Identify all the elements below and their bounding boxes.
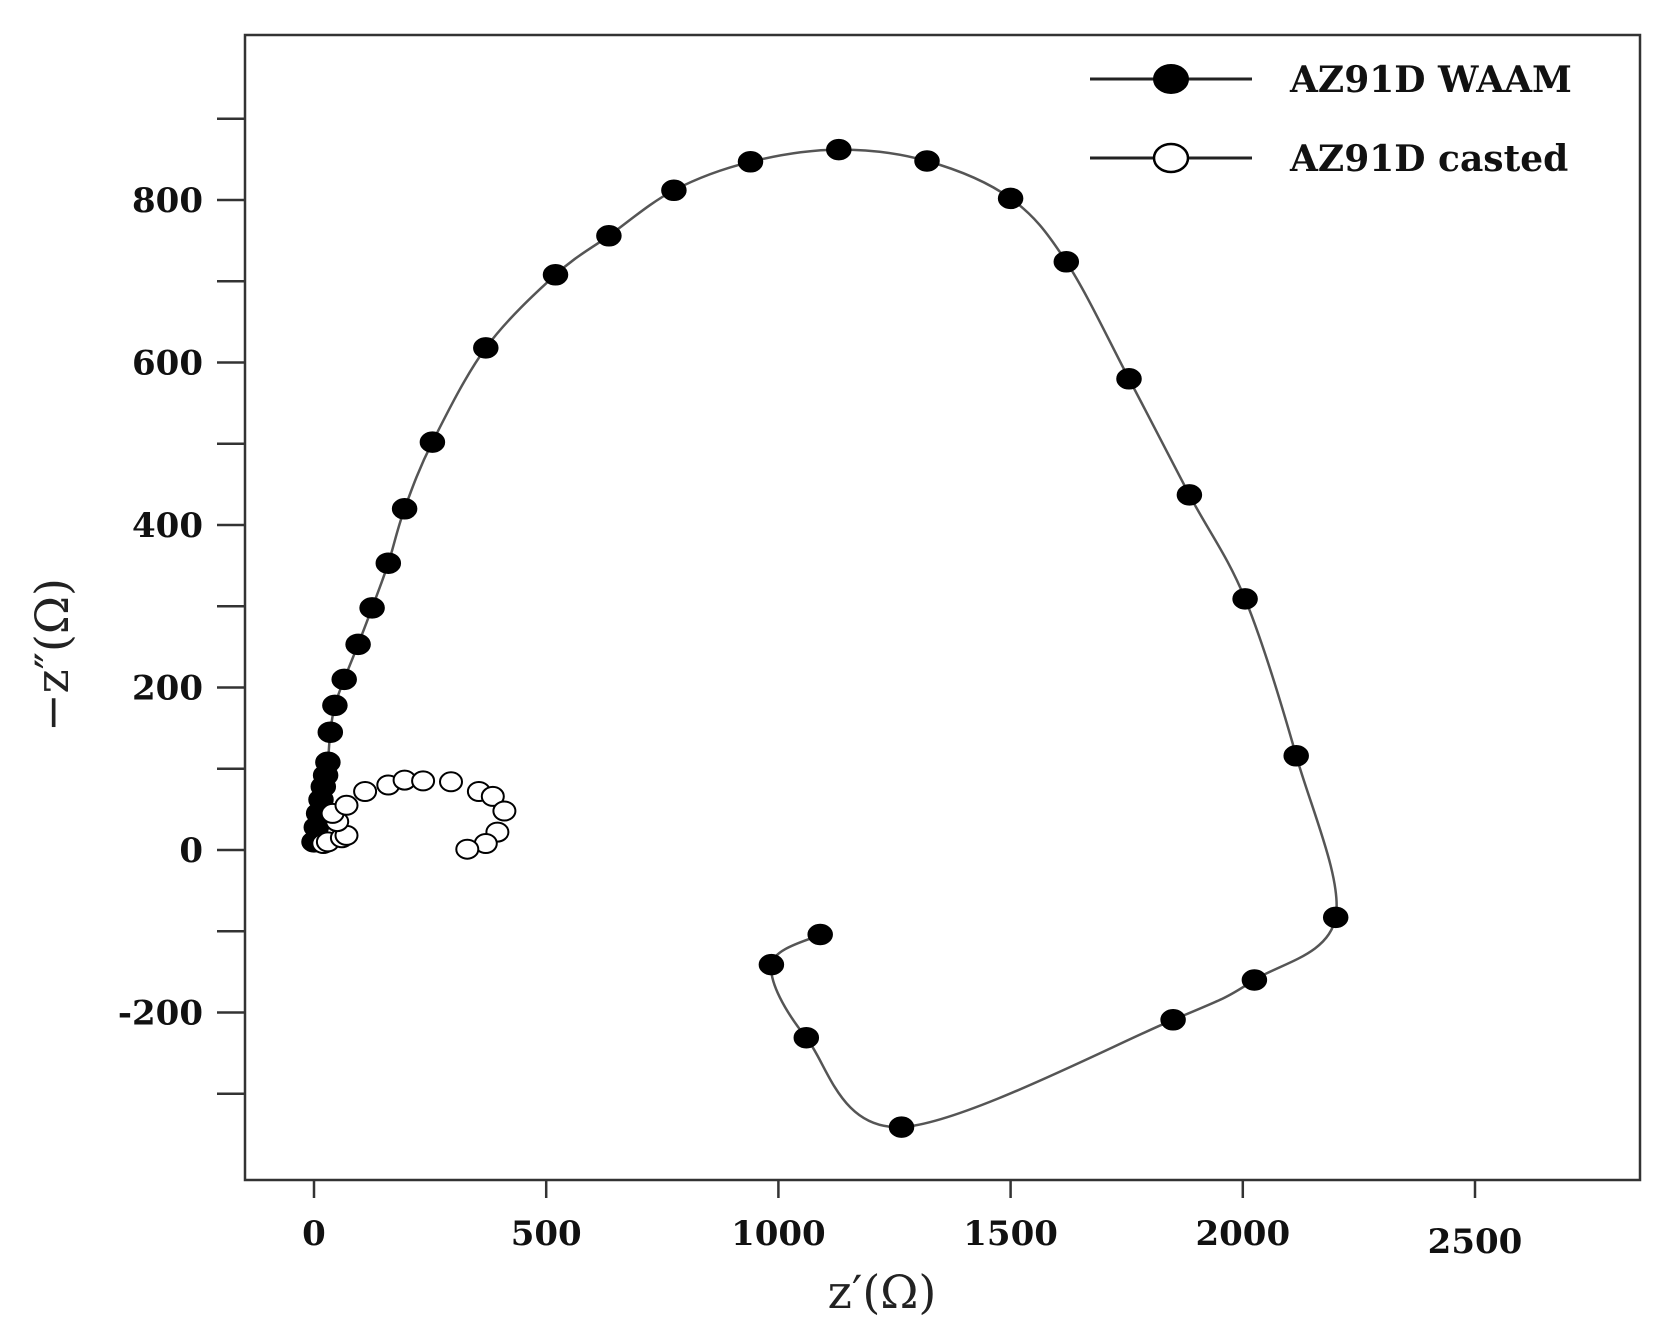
data-point <box>737 151 764 173</box>
data-point <box>492 800 517 822</box>
data-point <box>315 751 341 774</box>
series-layer <box>301 138 1349 1138</box>
data-point <box>596 225 622 247</box>
y-tick-label: 800 <box>132 181 203 221</box>
data-point <box>758 953 785 976</box>
legend-label-waam: AZ91D WAAM <box>1289 59 1572 101</box>
data-point <box>661 179 687 202</box>
y-tick-label: 0 <box>179 831 203 871</box>
data-point <box>914 150 940 172</box>
data-point <box>455 838 480 860</box>
x-tick-label: 2500 <box>1428 1222 1523 1262</box>
data-point <box>1053 251 1080 273</box>
data-point <box>331 668 357 691</box>
data-point <box>807 923 833 946</box>
x-tick-label: 0 <box>302 1214 326 1254</box>
data-point <box>1283 745 1309 767</box>
data-point <box>888 1116 915 1138</box>
data-point <box>1232 588 1258 610</box>
data-point <box>411 770 436 792</box>
plot-frame <box>243 33 1642 1182</box>
data-point <box>997 187 1024 210</box>
y-tick-label: 400 <box>132 506 203 546</box>
x-axis-title: z′(Ω) <box>828 1265 937 1319</box>
legend-label-casted: AZ91D casted <box>1289 138 1568 180</box>
data-point <box>345 633 371 656</box>
data-point <box>359 597 385 619</box>
x-tick-label: 2000 <box>1195 1214 1290 1254</box>
data-point <box>317 721 344 743</box>
data-point <box>439 771 463 793</box>
x-tick-label: 1500 <box>963 1214 1058 1254</box>
data-point <box>1241 969 1268 991</box>
y-tick-label: 200 <box>132 669 203 709</box>
data-point <box>1160 1009 1186 1031</box>
data-point <box>419 431 446 453</box>
data-point <box>1322 906 1349 929</box>
series-line <box>312 148 1338 1129</box>
legend-marker-waam <box>1153 64 1189 94</box>
data-point <box>1176 484 1203 506</box>
y-axis-ticks: -200 0 200 400 600 800 <box>118 117 245 1095</box>
legend: AZ91D WAAM AZ91D casted <box>1090 59 1572 180</box>
data-point <box>375 552 402 574</box>
series-casted <box>311 769 517 860</box>
data-point <box>1116 368 1142 390</box>
data-point <box>391 498 418 520</box>
data-point <box>473 337 499 359</box>
y-tick-label: 600 <box>132 344 203 384</box>
x-tick-label: 1000 <box>731 1214 826 1254</box>
x-tick-label: 500 <box>511 1214 582 1254</box>
legend-marker-casted <box>1152 142 1190 174</box>
data-point <box>353 781 378 802</box>
data-point <box>826 138 852 161</box>
y-tick-label: -200 <box>118 994 203 1034</box>
x-axis-ticks: 0 500 1000 1500 2000 2500 <box>302 1180 1522 1262</box>
data-point <box>322 694 348 717</box>
data-point <box>334 794 359 816</box>
series-waam <box>301 138 1349 1138</box>
y-axis-title: −z″(Ω) <box>25 578 79 732</box>
data-point <box>542 264 569 286</box>
data-point <box>793 1026 820 1049</box>
data-point <box>480 785 505 807</box>
